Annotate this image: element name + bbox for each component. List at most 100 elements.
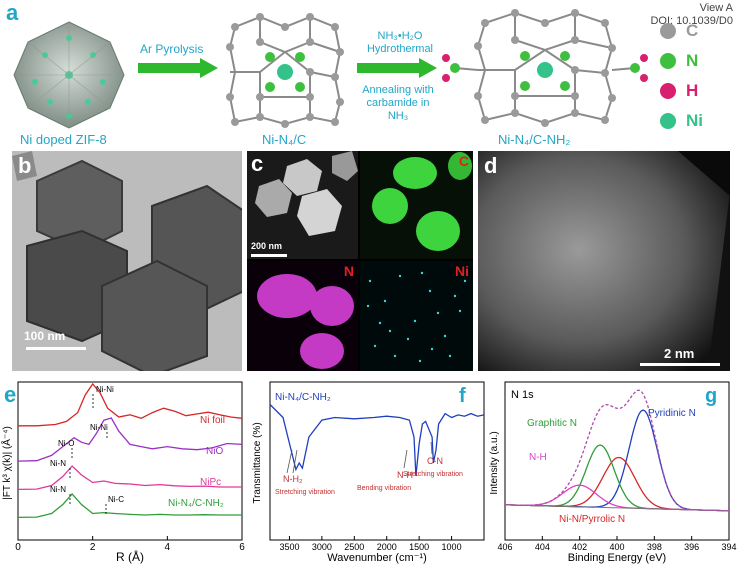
tick-label-e-1: 2 <box>90 542 96 553</box>
map-label-ni: Ni <box>455 263 469 279</box>
carbon-atom-icon <box>660 23 676 39</box>
peak-label-ni-n-1: Ni-N <box>50 459 66 468</box>
annotation-arrows-f <box>286 441 433 474</box>
exafs-line-1 <box>17 417 243 462</box>
panel-b-label: b <box>18 153 32 178</box>
hydrogen-atom-icon <box>660 83 676 99</box>
arrow1-icon <box>138 58 218 78</box>
chart-title-g: N 1s <box>511 389 534 401</box>
tick-label-e-2: 4 <box>165 542 171 553</box>
tick-label-f-2: 2500 <box>344 542 364 552</box>
legend-item-c: C <box>660 16 736 46</box>
peak-label-ni-c: Ni-C <box>108 495 124 504</box>
legend-item-h: H <box>660 76 736 106</box>
peak-label-ni-o: Ni-O <box>58 439 74 448</box>
tick-label-g-5: 396 <box>684 542 699 552</box>
legend-nio: NiO <box>206 446 223 457</box>
plot-frame-e <box>17 381 243 541</box>
label-n-h: N-H <box>529 452 547 463</box>
scale-bar-b <box>26 347 86 350</box>
panel-d-label: d <box>484 153 498 178</box>
exafs-line-0 <box>18 382 243 427</box>
ann-nh2: N-H₂ <box>283 474 303 484</box>
tick-label-g-6: 394 <box>721 542 736 552</box>
x-axis-label-g: Binding Energy (eV) <box>568 552 666 564</box>
map-label-c: C <box>458 153 469 169</box>
legend-nipc: NiPc <box>200 477 221 488</box>
panel-f-label: f <box>459 385 466 407</box>
peak-label-ni-ni-2: Ni-Ni <box>90 423 108 432</box>
tick-label-f-0: 3500 <box>279 542 299 552</box>
x-axis-label-f: Wavenumber (cm⁻¹) <box>327 552 427 564</box>
legend-item-n: N <box>660 46 736 76</box>
arrow2-method: Hydrothermal <box>366 43 434 55</box>
panel-g-chart: 406 404 402 400 398 396 394 Binding Energy (eV… <box>489 381 737 564</box>
panel-c-eds-maps: c 200 nm C N Ni <box>247 151 473 371</box>
y-axis-label-e: |FT k³ χ(k)| (Å⁻⁴) <box>0 426 13 500</box>
y-axis-label-g: Intensity (a.u.) <box>489 431 500 494</box>
panel-e-label: e <box>4 382 16 407</box>
arrow1-text: Ar Pyrolysis <box>140 42 204 56</box>
x-ticks-g: 406 404 402 400 398 396 394 <box>497 536 737 552</box>
legend-label-c: C <box>686 21 699 40</box>
peak-label-ni-n-2: Ni-N <box>50 485 66 494</box>
legend-ni-foil: Ni foil <box>200 415 225 426</box>
xps-background <box>504 504 729 512</box>
tick-label-g-2: 402 <box>572 542 587 552</box>
ann-cn-sub: Stretching vibration <box>403 471 463 478</box>
map-label-n: N <box>343 263 354 279</box>
carbon-map: C <box>360 151 473 259</box>
ni-n4-c-structure <box>226 13 344 128</box>
tick-label-g-0: 406 <box>497 542 512 552</box>
nitrogen-map: N <box>247 261 358 371</box>
scale-label-d: 2 nm <box>664 346 695 361</box>
xps-components-group <box>504 389 730 512</box>
panel-e-chart: 0 2 4 6 R (Å) |FT k³ χ(k)| (Å⁻⁴) Ni foil Ni… <box>0 381 245 564</box>
tick-label-e-0: 0 <box>15 542 21 553</box>
step1-caption: Ni doped ZIF-8 <box>20 132 107 147</box>
tick-label-f-5: 1000 <box>442 542 462 552</box>
header-view-article[interactable]: View A <box>699 2 733 14</box>
haadf-image: c 200 nm <box>247 151 358 259</box>
arrow2-carbamide: carbamide in NH₃ <box>366 97 430 122</box>
plot-frame-f <box>269 381 485 541</box>
scale-bar-d <box>640 363 720 366</box>
tem-particles <box>12 151 242 371</box>
exafs-line-3 <box>17 493 242 519</box>
ann-nh2-sub: Stretching vibration <box>275 489 335 496</box>
atom-legend: C N H Ni <box>660 16 736 136</box>
panel-a-label: a <box>6 0 19 25</box>
arrow2-icon <box>357 58 437 78</box>
panel-g-label: g <box>705 385 717 407</box>
ann-cn: C-N <box>427 456 443 466</box>
scale-label-b: 100 nm <box>24 329 66 343</box>
xps-envelope <box>505 389 730 512</box>
nitrogen-atom-icon <box>660 53 676 69</box>
x-axis-label-e: R (Å) <box>116 549 144 564</box>
legend-label-h: H <box>686 81 699 100</box>
ann-nh-sub: Bending vibration <box>357 485 411 492</box>
label-graphitic-n: Graphitic N <box>527 418 577 429</box>
scale-label-c: 200 nm <box>251 241 283 251</box>
nickel-atom-icon <box>660 113 676 129</box>
label-ni-n-pyrrolic-n: Ni-N/Pyrrolic N <box>559 514 625 525</box>
legend-item-ni: Ni <box>660 106 736 136</box>
arrow2-annealing: Annealing with <box>362 84 434 96</box>
tick-label-f-3: 2000 <box>377 542 397 552</box>
tick-label-g-1: 404 <box>535 542 550 552</box>
legend-label-n: N <box>686 51 699 70</box>
y-axis-label-f: Transmittance (%) <box>252 422 263 503</box>
zif8-crystal-image <box>13 21 125 129</box>
step2-caption: Ni-N₄/C <box>262 132 307 147</box>
exafs-series-group <box>17 382 243 519</box>
label-pyridinic-n: Pyridinic N <box>648 408 696 419</box>
arrow2-top-text: NH₃•H₂O Hydrothermal <box>360 30 440 56</box>
x-ticks-f: 3500 3000 2500 2000 1500 1000 <box>279 536 462 552</box>
panel-b-tem-image: b 100 nm <box>12 151 242 371</box>
arrow2-reagent: NH₃•H₂O <box>377 30 423 42</box>
ni-n4-c-nh2-structure <box>442 9 648 127</box>
tick-label-g-3: 400 <box>609 542 624 552</box>
panel-c-label: c <box>251 151 264 176</box>
tick-label-e-3: 6 <box>239 542 245 553</box>
panel-f-chart: 3500 3000 2500 2000 1500 1000 Wavenumber (cm⁻… <box>252 381 485 564</box>
